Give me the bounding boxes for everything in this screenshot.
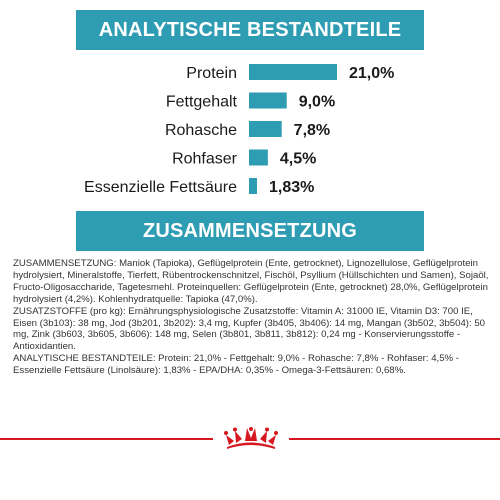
brand-line-right: [289, 438, 500, 440]
bar: [249, 149, 268, 166]
composition-heading-banner: ZUSAMMENSETZUNG: [76, 211, 424, 251]
composition-paragraph: ZUSAMMENSETZUNG: Maniok (Tapioka), Geflü…: [13, 258, 489, 305]
nutrient-bar-chart: Protein 21,0% Fettgehalt 9,0% Rohasche 7,8% Ro…: [84, 64, 394, 196]
value-label: 21,0%: [349, 65, 394, 82]
category-label: Fettgehalt: [166, 94, 238, 111]
category-label: Rohfaser: [172, 151, 238, 168]
bar: [249, 121, 282, 137]
bar: [249, 178, 257, 194]
composition-text: ZUSAMMENSETZUNG: Maniok (Tapioka), Geflü…: [13, 258, 491, 377]
bar: [249, 92, 287, 109]
brand-footer: [0, 427, 500, 449]
value-label: 1,83%: [269, 179, 314, 196]
bar: [249, 64, 337, 80]
analytic-heading: ANALYTISCHE BESTANDTEILE: [98, 19, 402, 41]
analytic-paragraph: ANALYTISCHE BESTANDTEILE: Protein: 21,0%…: [13, 353, 459, 377]
composition-heading: ZUSAMMENSETZUNG: [142, 220, 358, 242]
value-label: 7,8%: [294, 122, 330, 139]
category-label: Rohasche: [165, 122, 237, 139]
category-label: Essenzielle Fettsäure: [84, 179, 237, 196]
additives-paragraph: ZUSATZSTOFFE (pro kg): Ernährungsphysiol…: [13, 305, 486, 353]
brand-line-left: [0, 438, 213, 440]
category-label: Protein: [186, 65, 237, 82]
crown-icon: [224, 427, 278, 449]
value-label: 4,5%: [280, 151, 316, 168]
analytic-heading-banner: ANALYTISCHE BESTANDTEILE: [76, 10, 424, 50]
value-label: 9,0%: [299, 94, 335, 111]
